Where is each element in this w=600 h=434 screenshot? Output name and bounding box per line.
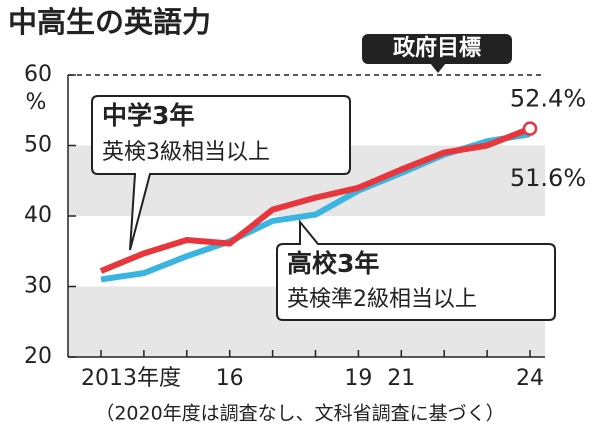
note: （2020年度は調査なし、文科省調査に基づく） — [95, 403, 504, 425]
target-label: 政府目標 — [393, 35, 481, 61]
legend: 中学3年 英検3級相当以上 高校3年 英検準2級相当以上 — [91, 95, 556, 321]
x-tick-label: 19 — [344, 366, 372, 391]
end-marker — [522, 121, 538, 136]
legend-label: 高校3年 — [287, 249, 379, 278]
y-tick-label: 50 — [24, 133, 52, 158]
y-tick-label: 40 — [24, 203, 52, 228]
x-tick-label: 24 — [516, 366, 544, 391]
legend-description: 英検3級相当以上 — [102, 140, 270, 165]
chart-title: 中高生の英語力 — [8, 5, 211, 39]
x-tick-label: 16 — [216, 366, 244, 391]
y-unit: % — [26, 90, 47, 115]
y-tick-label: 30 — [24, 274, 52, 299]
legend-label: 中学3年 — [102, 101, 194, 130]
target-pointer — [430, 63, 446, 73]
x-tick-label: 2013年度 — [81, 366, 181, 391]
y-tick-label: 20 — [24, 344, 52, 369]
series-line — [99, 125, 532, 274]
y-tick-label: 60 — [24, 62, 52, 87]
legend-box — [276, 219, 556, 321]
value-label: 52.4% — [510, 85, 586, 113]
x-tick-label: 21 — [387, 366, 415, 391]
plot-area: 20 30 40 50 60 政府目標 2013年度 16 19 21 24 51.6% 52.4% — [24, 34, 586, 391]
legend-description: 英検準2級相当以上 — [287, 287, 477, 312]
legend-box — [91, 95, 351, 251]
value-label: 51.6% — [510, 164, 586, 192]
target-label-box — [362, 34, 512, 64]
